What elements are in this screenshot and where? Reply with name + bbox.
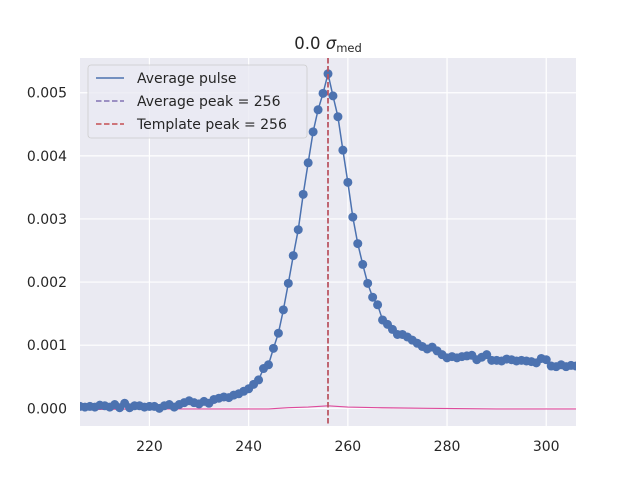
average-pulse-point: [348, 212, 358, 222]
average-pulse-point: [303, 158, 313, 168]
x-tick-label: 300: [533, 439, 560, 455]
legend-label: Template peak = 256: [136, 117, 287, 133]
y-tick-label: 0.005: [27, 86, 67, 102]
y-tick-label: 0.004: [27, 149, 67, 165]
chart-title-subscript: med: [336, 41, 362, 55]
x-tick-label: 220: [136, 439, 163, 455]
average-pulse-point: [313, 105, 323, 115]
average-pulse-point: [318, 88, 328, 98]
average-pulse-point: [298, 189, 308, 199]
average-pulse-point: [333, 112, 343, 122]
x-tick-label: 280: [434, 439, 461, 455]
plot-marks: [80, 58, 576, 426]
average-pulse-point: [373, 300, 383, 310]
legend-label: Average pulse: [137, 71, 237, 87]
y-tick-label: 0.002: [27, 275, 67, 291]
average-pulse-point: [268, 343, 278, 353]
y-axis-ticks: 0.000 0.001 0.002 0.003 0.004 0.005: [27, 86, 67, 418]
average-pulse-point: [363, 278, 373, 288]
average-pulse-point: [358, 259, 368, 269]
average-pulse-point: [293, 225, 303, 235]
average-pulse-point: [571, 361, 576, 371]
average-pulse-point: [254, 375, 264, 385]
x-tick-label: 260: [334, 439, 361, 455]
average-pulse-point: [278, 305, 288, 315]
legend: Average pulse Average peak = 256 Template …: [87, 64, 308, 139]
average-pulse-point: [308, 127, 318, 137]
x-tick-label: 240: [235, 439, 262, 455]
average-pulse-point: [368, 292, 378, 302]
legend-box: [87, 64, 308, 139]
x-axis-ticks: 220 240 260 280 300: [136, 439, 560, 455]
average-pulse-point: [288, 251, 298, 261]
average-pulse-point: [343, 177, 353, 187]
chart-title-symbol: σ: [326, 34, 337, 53]
average-pulse-point: [338, 145, 348, 155]
plot-area: [80, 58, 576, 426]
average-pulse-point: [273, 328, 283, 338]
average-pulse-point: [353, 239, 363, 249]
y-tick-label: 0.000: [27, 401, 67, 417]
average-pulse-point: [283, 278, 293, 288]
average-pulse-point: [263, 360, 273, 370]
y-tick-label: 0.001: [27, 338, 67, 354]
chart-title: 0.0 σmed: [294, 34, 362, 55]
y-tick-label: 0.003: [27, 212, 67, 228]
chart-title-text: 0.0: [294, 34, 326, 53]
average-pulse-point: [328, 91, 338, 101]
average-pulse-point: [323, 69, 333, 79]
legend-label: Average peak = 256: [137, 94, 281, 110]
average-pulse-point: [541, 355, 551, 365]
